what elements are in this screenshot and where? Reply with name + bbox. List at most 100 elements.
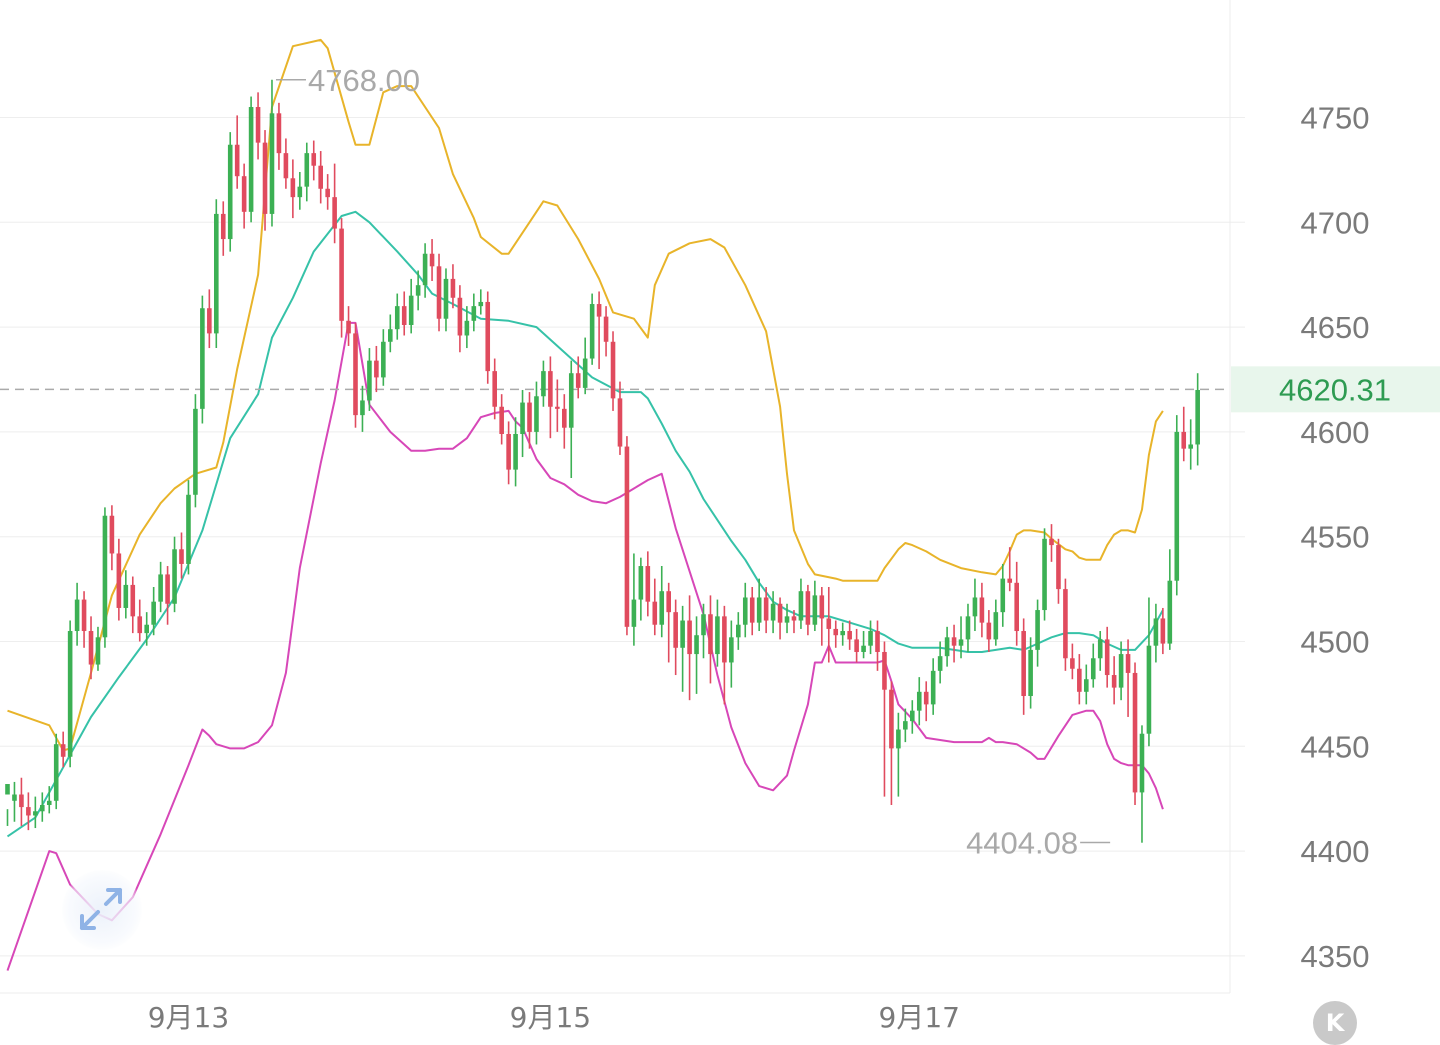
- candle-body-up: [680, 620, 685, 648]
- candle-body-up: [972, 597, 978, 617]
- candle-body-down: [1104, 639, 1110, 676]
- candle-body-down: [1021, 631, 1026, 696]
- candle-body-up: [367, 360, 372, 401]
- candle-body-down: [617, 398, 623, 447]
- candle-body-up: [729, 637, 734, 663]
- candle-body-up: [67, 631, 73, 757]
- candle-body-down: [673, 612, 678, 648]
- candle-body-up: [360, 400, 365, 416]
- candle-body-down: [833, 628, 839, 636]
- candle-body-up: [415, 285, 421, 296]
- candle-body-up: [269, 113, 275, 214]
- candle-body-up: [1188, 444, 1193, 449]
- candle-body-up: [12, 794, 17, 801]
- extreme-markers: 4768.00 4404.08: [275, 63, 1111, 861]
- candle-body-up: [861, 645, 866, 652]
- candle-body-down: [819, 595, 825, 619]
- candle-body-down: [283, 153, 289, 179]
- high-marker-label: 4768.00: [308, 63, 420, 98]
- candle-body-down: [346, 320, 351, 334]
- candle-body-down: [109, 515, 115, 554]
- candle-body-up: [694, 635, 699, 655]
- candle-body-up: [993, 612, 999, 640]
- candles: [5, 79, 1200, 843]
- candle-body-down: [596, 304, 602, 317]
- candle-body-down: [951, 637, 957, 646]
- x-tick-label: 9月17: [879, 1001, 960, 1034]
- candle-body-down: [1181, 431, 1187, 449]
- candle-body-up: [965, 616, 971, 640]
- candle-body-up: [742, 597, 748, 625]
- candle-body-down: [81, 599, 87, 632]
- candle-body-down: [555, 406, 560, 409]
- candle-body-up: [1084, 679, 1089, 692]
- candle-body-up: [478, 301, 484, 307]
- candle-body-down: [610, 341, 616, 399]
- candle-body-up: [464, 320, 470, 336]
- x-tick-label: 9月15: [510, 1001, 591, 1034]
- candle-body-down: [763, 597, 769, 621]
- candle-body-down: [450, 278, 456, 298]
- middle-band-line: [6, 210, 1164, 838]
- y-tick-label-4600: 4600: [1301, 415, 1370, 450]
- candle-body-down: [575, 373, 581, 388]
- candle-body-down: [805, 591, 811, 625]
- candle-body-up: [930, 670, 936, 705]
- candle-body-down: [1070, 658, 1075, 669]
- candle-body-up: [144, 624, 149, 634]
- y-tick-label-4700: 4700: [1301, 205, 1370, 240]
- candle-body-down: [318, 165, 323, 189]
- candle-body-up: [1139, 733, 1145, 793]
- candle-body-down: [116, 553, 122, 608]
- candle-body-down: [130, 584, 136, 617]
- candle-body-down: [165, 574, 170, 604]
- candle-body-up: [520, 402, 525, 434]
- zoom-toggle-button[interactable]: [62, 870, 142, 950]
- candle-body-down: [311, 153, 317, 166]
- candle-body-up: [95, 637, 101, 665]
- candle-body-up: [388, 329, 393, 342]
- candle-body-up: [304, 153, 310, 187]
- candle-body-up: [248, 107, 254, 212]
- candle-body-down: [1049, 538, 1054, 546]
- candle-body-down: [88, 631, 94, 665]
- candle-body-up: [812, 595, 818, 625]
- y-tick-label-4450: 4450: [1301, 729, 1370, 764]
- candle-body-down: [875, 631, 880, 652]
- candle-body-down: [548, 371, 553, 407]
- candle-body-up: [937, 656, 943, 671]
- candle-body-up: [422, 253, 428, 286]
- candle-body-up: [443, 278, 449, 319]
- candle-body-up: [227, 144, 233, 240]
- candle-body-up: [1118, 654, 1124, 688]
- candle-body-down: [1014, 582, 1019, 632]
- candle-body-up: [736, 624, 741, 638]
- candle-body-down: [1056, 545, 1061, 590]
- candle-body-down: [137, 616, 143, 634]
- candle-body-down: [527, 402, 532, 432]
- candle-body-down: [882, 651, 887, 690]
- candle-body-up: [297, 186, 303, 198]
- candle-body-down: [207, 308, 212, 334]
- candle-body-down: [1007, 578, 1013, 583]
- candle-body-down: [262, 142, 268, 214]
- candle-body-down: [339, 228, 344, 321]
- candle-body-down: [220, 213, 226, 240]
- candle-body-down: [979, 597, 985, 623]
- candle-body-up: [770, 603, 776, 621]
- candle-body-up: [896, 729, 901, 749]
- candle-body-down: [1125, 654, 1131, 673]
- candle-body-down: [1077, 668, 1082, 692]
- candle-body-down: [499, 406, 504, 434]
- k-button[interactable]: K: [1313, 1001, 1357, 1045]
- candle-body-up: [1042, 538, 1047, 611]
- candle-body-down: [457, 297, 463, 336]
- candle-body-up: [582, 358, 588, 388]
- candle-body-up: [631, 599, 637, 627]
- y-tick-label-4750: 4750: [1301, 101, 1370, 136]
- y-tick-label-4650: 4650: [1301, 310, 1370, 345]
- candle-body-up: [701, 614, 706, 636]
- candle-body-down: [332, 197, 337, 229]
- candle-body-up: [74, 599, 80, 632]
